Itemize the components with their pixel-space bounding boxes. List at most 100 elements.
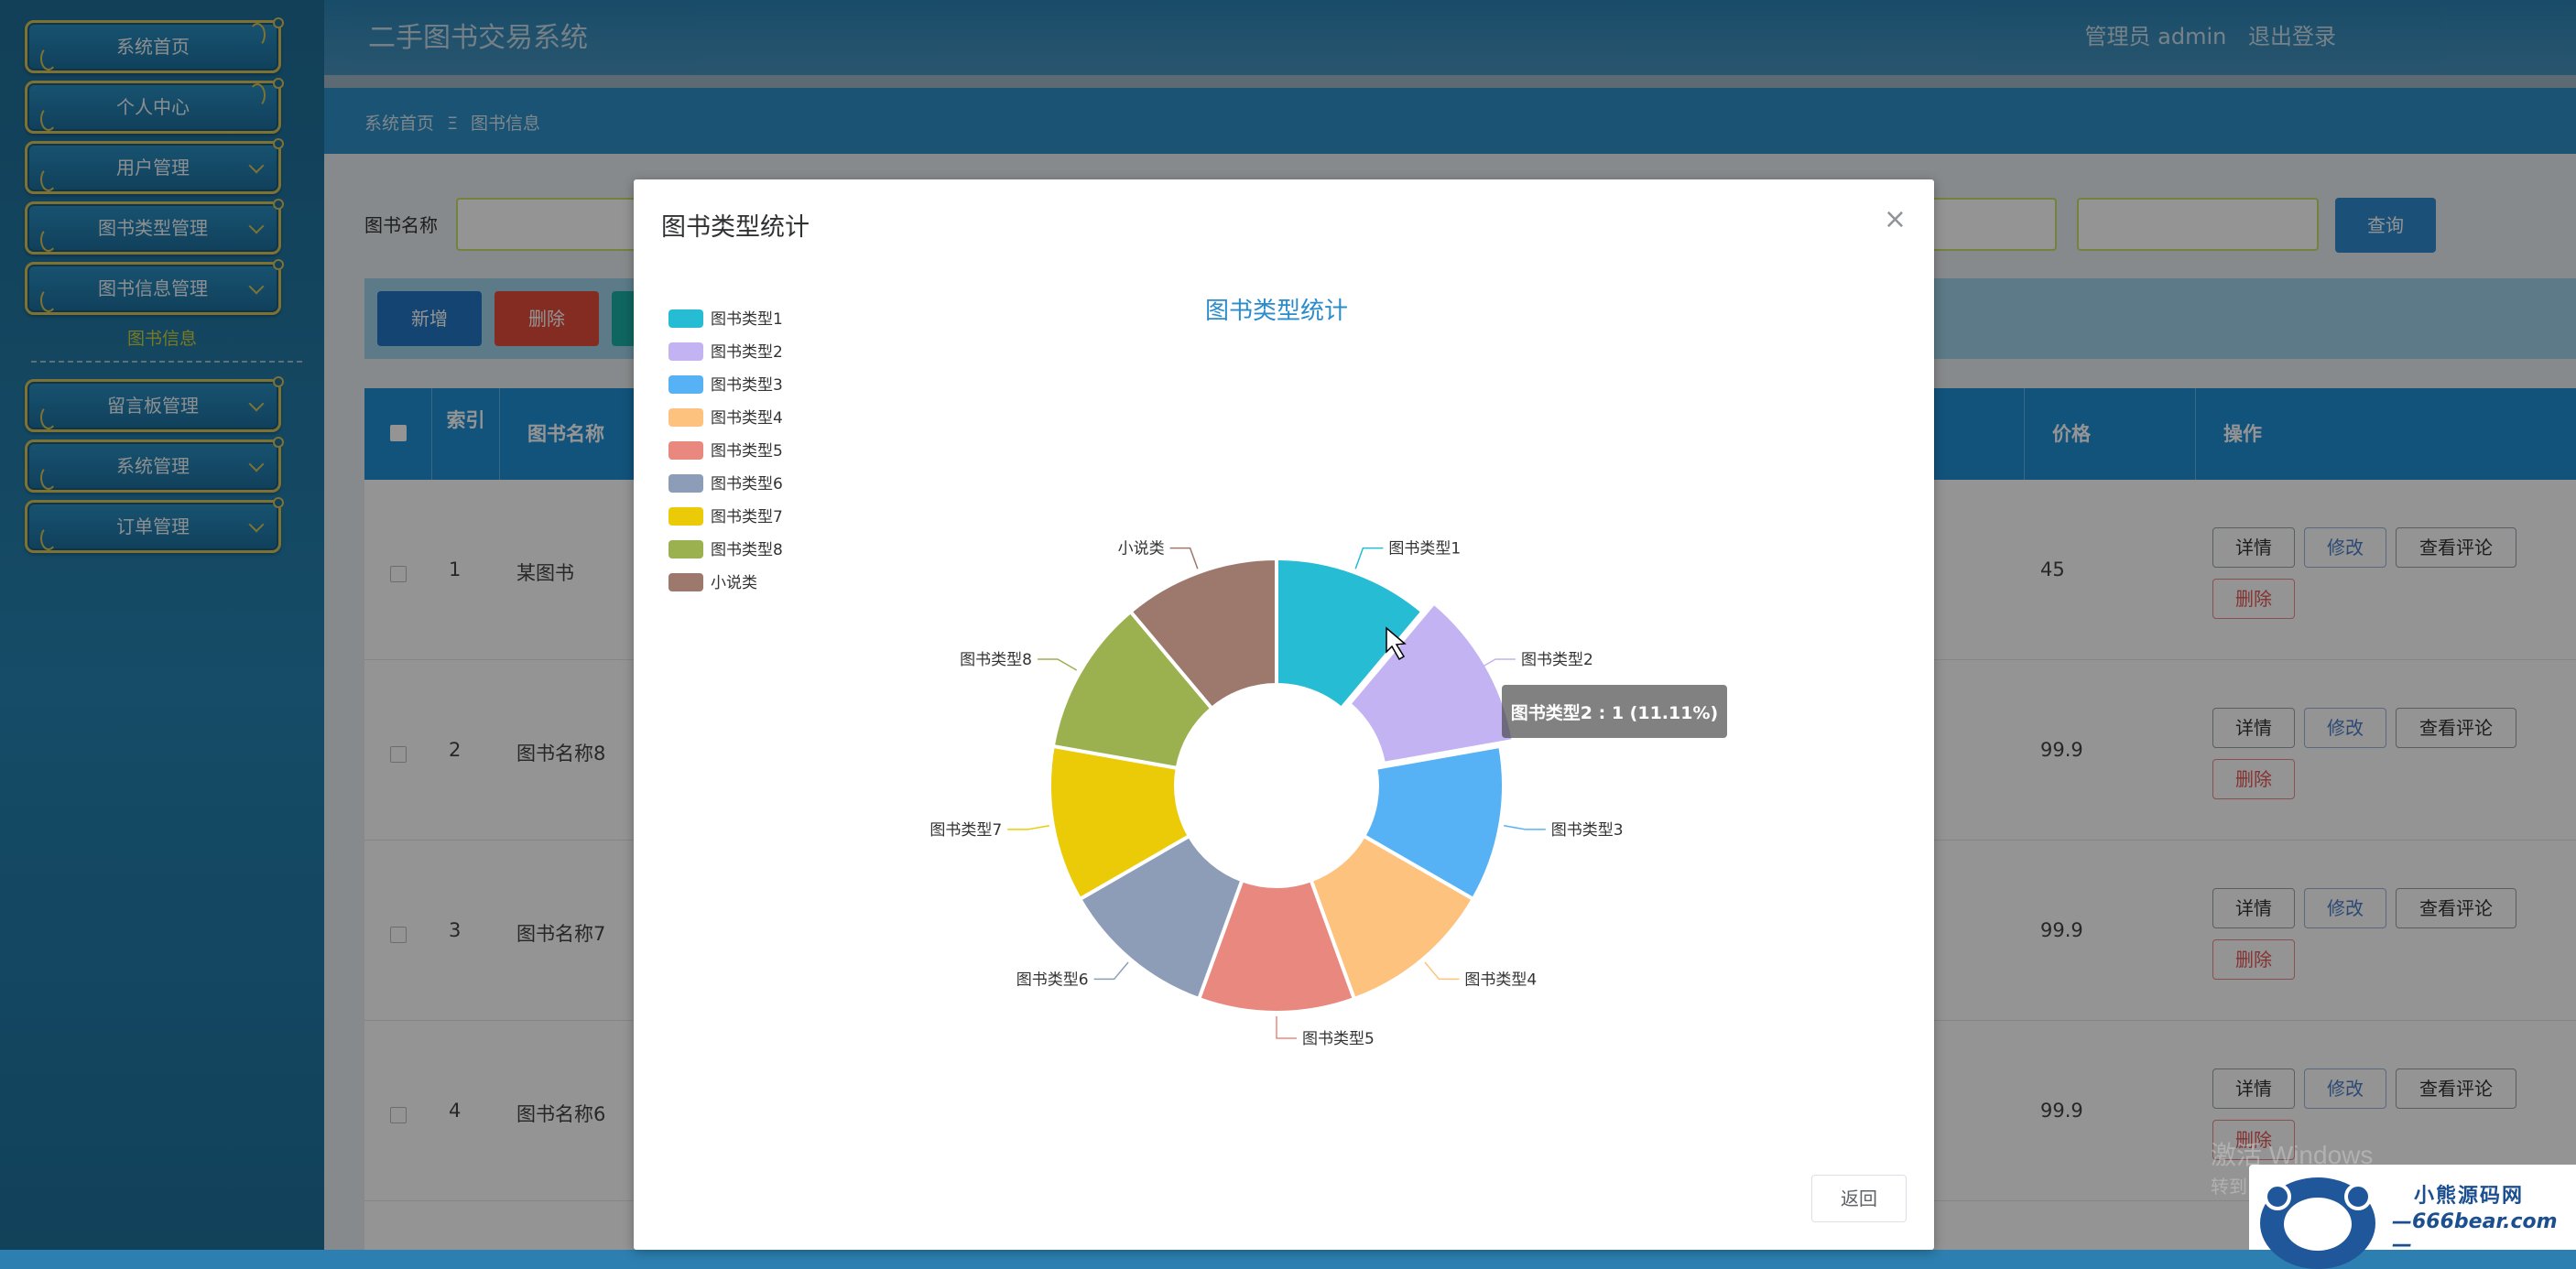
edit-button[interactable]: 修改 <box>2304 708 2386 748</box>
sidebar-item-system[interactable]: 系统管理 <box>25 437 284 493</box>
legend-label: 图书类型7 <box>711 508 783 526</box>
logout-link[interactable]: 退出登录 <box>2248 24 2336 49</box>
header-divider <box>324 75 2576 88</box>
select-all-checkbox[interactable] <box>390 425 407 441</box>
sidebar-item-users[interactable]: 用户管理 <box>25 138 284 194</box>
search-input-3[interactable] <box>2077 198 2319 251</box>
row-checkbox[interactable] <box>390 1107 407 1123</box>
slice-leader-line <box>1007 825 1049 830</box>
row-delete-button[interactable]: 删除 <box>2212 759 2295 799</box>
slice-label: 图书类型7 <box>929 821 1002 840</box>
pie-slice[interactable] <box>1127 556 1278 711</box>
sidebar-subitem-book-info[interactable]: 图书信息 <box>126 329 197 349</box>
sidebar-item-book-info[interactable]: 图书信息管理 <box>25 259 284 315</box>
legend-swatch <box>668 573 703 591</box>
corner-ornament <box>273 437 284 448</box>
legend-label: 图书类型2 <box>711 343 783 362</box>
stats-modal: 图书类型统计 × 图书类型统计 图书类型1 图书类型2 图书类型3 图书类型4 图书类型5… <box>634 179 1934 1250</box>
slice-leader-line <box>1037 658 1078 671</box>
view-comments-button[interactable]: 查看评论 <box>2396 708 2516 748</box>
sidebar-item-label: 用户管理 <box>116 157 190 179</box>
ops-header: 操作 <box>2223 423 2262 445</box>
slice-label: 图书类型2 <box>1521 651 1593 669</box>
pie-slice[interactable] <box>1048 743 1192 902</box>
pie-slice[interactable] <box>1361 743 1505 902</box>
sidebar-item-label: 图书类型管理 <box>98 217 208 239</box>
legend-swatch <box>668 408 703 427</box>
sidebar-item-message-board[interactable]: 留言板管理 <box>25 376 284 432</box>
detail-button[interactable]: 详情 <box>2212 708 2295 748</box>
slice-label: 图书类型8 <box>960 651 1032 669</box>
add-button[interactable]: 新增 <box>377 291 482 346</box>
legend-swatch <box>668 474 703 493</box>
pie-slice[interactable] <box>1196 877 1357 1014</box>
edit-button[interactable]: 修改 <box>2304 1068 2386 1109</box>
legend-label: 图书类型8 <box>711 541 783 559</box>
site-logo-badge: 小熊源码网 —666bear.com— <box>2249 1165 2576 1269</box>
row-delete-button[interactable]: 删除 <box>2212 939 2295 980</box>
legend-label: 图书类型6 <box>711 475 783 494</box>
chart-title: 图书类型统计 <box>1205 297 1348 324</box>
row-price: 99.9 <box>2040 1100 2083 1122</box>
row-checkbox[interactable] <box>390 927 407 943</box>
delete-button[interactable]: 删除 <box>495 291 599 346</box>
edit-button[interactable]: 修改 <box>2304 888 2386 928</box>
pie-slice[interactable] <box>1050 609 1215 771</box>
row-index: 1 <box>449 559 462 580</box>
row-price: 45 <box>2040 559 2065 580</box>
search-row: 图书名称 查询 <box>364 198 2562 253</box>
search-button[interactable]: 查询 <box>2335 198 2436 253</box>
corner-ornament <box>273 259 284 270</box>
sidebar-item-home[interactable]: 系统首页 <box>25 17 284 73</box>
slice-leader-line <box>1093 961 1129 981</box>
modal-title: 图书类型统计 <box>661 213 810 242</box>
slice-leader-line <box>1276 1016 1297 1039</box>
sidebar-item-label: 系统首页 <box>116 36 190 58</box>
legend-swatch <box>668 441 703 460</box>
sidebar-item-book-types[interactable]: 图书类型管理 <box>25 199 284 255</box>
row-book-name: 图书名称7 <box>516 923 606 945</box>
cursor-icon[interactable] <box>1386 626 1407 661</box>
legend-swatch <box>668 375 703 394</box>
slice-leader-line <box>1169 547 1199 569</box>
row-book-name: 图书名称6 <box>516 1103 606 1125</box>
slice-label: 图书类型1 <box>1388 540 1461 559</box>
legend-label: 图书类型4 <box>711 409 783 428</box>
legend-label: 小说类 <box>711 574 757 592</box>
view-comments-button[interactable]: 查看评论 <box>2396 527 2516 568</box>
windows-activation-watermark: 激活 Windows <box>2211 1141 2374 1169</box>
detail-button[interactable]: 详情 <box>2212 527 2295 568</box>
slice-leader-line <box>1424 961 1460 981</box>
edit-button[interactable]: 修改 <box>2304 527 2386 568</box>
pie-slice[interactable] <box>1309 833 1476 1002</box>
view-comments-button[interactable]: 查看评论 <box>2396 888 2516 928</box>
row-delete-button[interactable]: 删除 <box>2212 1120 2295 1160</box>
row-delete-button[interactable]: 删除 <box>2212 579 2295 619</box>
detail-button[interactable]: 详情 <box>2212 1068 2295 1109</box>
sidebar-item-orders[interactable]: 订单管理 <box>25 497 284 553</box>
search-label: 图书名称 <box>364 214 438 236</box>
user-info: 管理员 admin 退出登录 <box>2071 18 2336 50</box>
slice-leader-line <box>1475 658 1516 671</box>
legend-label: 图书类型1 <box>711 310 783 329</box>
row-checkbox[interactable] <box>390 746 407 763</box>
return-button[interactable]: 返回 <box>1811 1175 1907 1222</box>
detail-button[interactable]: 详情 <box>2212 888 2295 928</box>
index-header: 索引 <box>432 388 500 480</box>
legend-swatch <box>668 540 703 559</box>
price-header: 价格 <box>2024 388 2196 480</box>
corner-ornament <box>273 17 284 28</box>
sidebar-item-label: 系统管理 <box>116 455 190 477</box>
logo-url: —666bear.com— <box>2392 1210 2558 1256</box>
sidebar-item-profile[interactable]: 个人中心 <box>25 78 284 134</box>
row-checkbox[interactable] <box>390 566 407 582</box>
close-icon[interactable]: × <box>1883 203 1907 235</box>
breadcrumb-home[interactable]: 系统首页 <box>364 114 435 134</box>
legend-label: 图书类型3 <box>711 376 783 395</box>
slice-leader-line <box>1354 547 1384 569</box>
pie-slice[interactable] <box>1275 556 1426 711</box>
view-comments-button[interactable]: 查看评论 <box>2396 1068 2516 1109</box>
admin-label: 管理员 admin <box>2084 24 2227 49</box>
slice-label: 图书类型4 <box>1464 971 1537 989</box>
bear-ear <box>2264 1183 2291 1210</box>
